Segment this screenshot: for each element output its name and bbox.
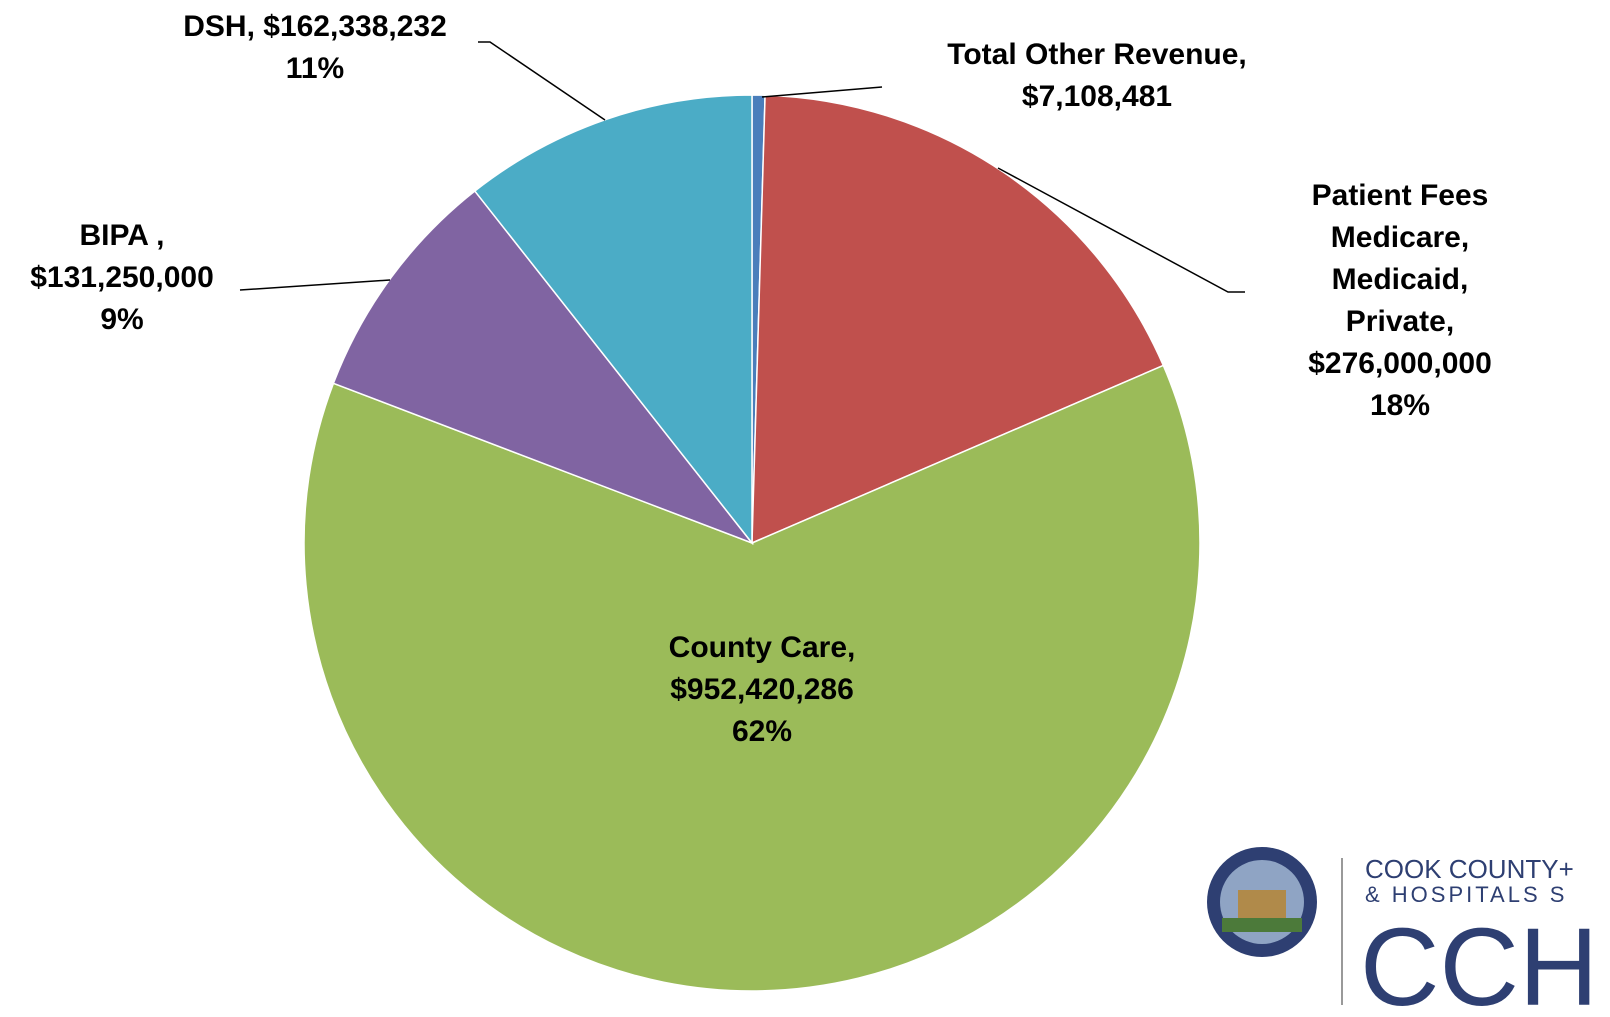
- data-label: BIPA , $131,250,000 9%: [30, 215, 214, 341]
- label-category: BIPA ,: [79, 219, 165, 252]
- logo-line2: & HOSPITALS S: [1365, 882, 1567, 907]
- data-label: Patient Fees Medicare, Medicaid, Private…: [1295, 175, 1505, 427]
- data-label: DSH, $162,338,232 11%: [183, 6, 447, 90]
- pie-slice: [473, 94, 753, 546]
- label-category: Total Other Revenue,: [947, 38, 1247, 71]
- logo: COOK COUNTY+ & HOSPITALS S CCH: [1207, 847, 1598, 1017]
- logo-mark: CCH: [1360, 906, 1598, 1017]
- leader-line: [997, 167, 1245, 293]
- pie-slice: [332, 189, 755, 545]
- label-percent: 11%: [285, 52, 345, 85]
- leader-line: [478, 41, 606, 121]
- pie-slice: [303, 364, 1201, 992]
- label-category: County Care,: [668, 631, 856, 664]
- leader-lines: [239, 41, 1245, 293]
- label-percent: 18%: [1369, 389, 1431, 422]
- data-label: County Care, $952,420,286 62%: [669, 627, 856, 753]
- leader-line: [239, 279, 391, 291]
- pie-slice: [751, 94, 1165, 545]
- label-value: $276,000,000: [1308, 347, 1492, 380]
- data-label: Total Other Revenue, $7,108,481: [947, 34, 1247, 118]
- seal-ground: [1222, 918, 1302, 932]
- label-value: $7,108,481: [1021, 80, 1173, 113]
- label-value: $131,250,000: [30, 261, 214, 294]
- label-percent: 9%: [100, 303, 144, 336]
- label-category: Patient Fees Medicare, Medicaid, Private…: [1311, 179, 1489, 338]
- label-value: $952,420,286: [670, 673, 854, 706]
- label-category: DSH,: [183, 10, 255, 43]
- leader-line: [761, 86, 883, 98]
- logo-line1: COOK COUNTY+: [1365, 854, 1574, 884]
- label-percent: 62%: [731, 715, 793, 748]
- pie: [303, 94, 1201, 992]
- label-value: $162,338,232: [263, 10, 447, 43]
